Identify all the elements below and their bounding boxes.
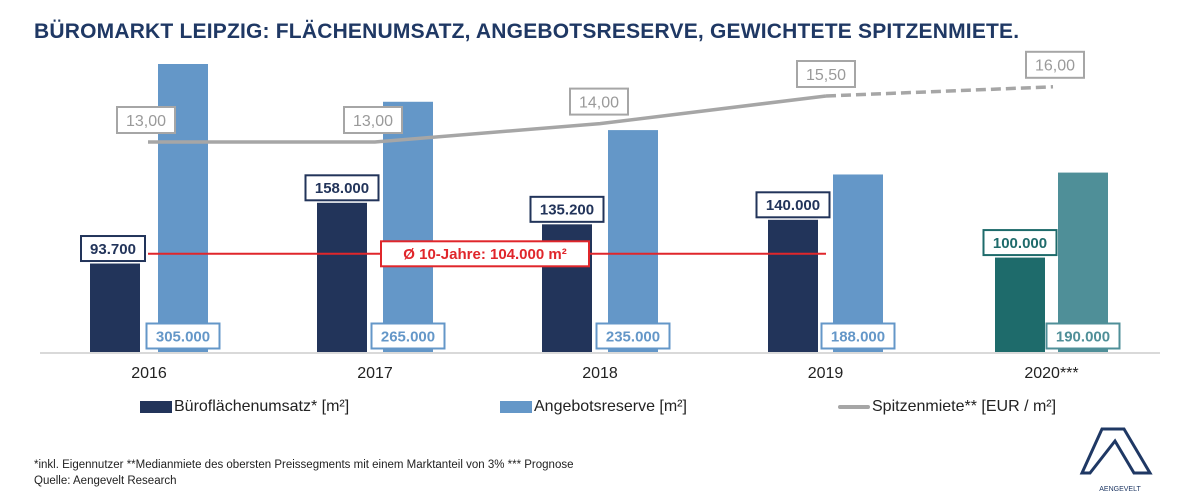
chart-title: BÜROMARKT LEIPZIG: FLÄCHENUMSATZ, ANGEBO…: [34, 20, 1020, 43]
label-angebot-2019-box: [820, 322, 896, 350]
label-angebot-2018: 235.000: [606, 328, 660, 345]
label-miete-2016: 13,00: [126, 113, 166, 130]
bar-umsatz-2020***: [995, 257, 1045, 352]
label-angebot-2018-box: [595, 322, 671, 350]
legend-label-miete: Spitzenmiete** [EUR / m²]: [872, 398, 1057, 415]
label-umsatz-2017-box: [304, 174, 380, 202]
x-tick-label: 2016: [131, 365, 167, 382]
bar-angebot-2017: [383, 101, 433, 352]
bar-angebot-2019: [833, 174, 883, 352]
label-umsatz-2019-box: [755, 191, 831, 219]
line-spitzenmiete: [148, 94, 827, 144]
aengevelt-logo: AENGEVELT: [1079, 427, 1153, 493]
label-umsatz-2017: 158.000: [315, 180, 369, 197]
x-tick-label: 2017: [357, 365, 393, 382]
footnote: *inkl. Eigennutzer **Medianmiete des obe…: [34, 459, 574, 471]
legend-swatch-miete: [838, 405, 870, 409]
label-miete-2019: 15,50: [806, 67, 846, 84]
legend-swatch-umsatz: [140, 401, 172, 413]
source: Quelle: Aengevelt Research: [34, 475, 177, 487]
bar-angebot-2020***: [1058, 172, 1108, 352]
legend-item-angebot: Angebotsreserve [m²]: [500, 398, 687, 416]
label-miete-2020***: 16,00: [1035, 58, 1075, 75]
x-tick-label: 2019: [808, 365, 844, 382]
label-miete-2018-box: [569, 87, 629, 116]
reference-line-label-box: [380, 240, 590, 268]
bar-umsatz-2017: [317, 202, 367, 352]
line-spitzenmiete-forecast: [825, 85, 1054, 98]
label-miete-2018: 14,00: [579, 94, 619, 111]
label-umsatz-2016: 93.700: [90, 241, 136, 258]
chart-canvas: 2016 2017 2018 2019 2020*** Ø 10-Jahre: 104.0…: [40, 50, 1160, 382]
legend-item-umsatz: Büroflächenumsatz* [m²]: [140, 398, 349, 416]
svg-text:AENGEVELT: AENGEVELT: [1099, 486, 1141, 493]
label-miete-2016-box: [116, 106, 176, 134]
label-umsatz-2020***-box: [982, 229, 1058, 257]
label-angebot-2020***-box: [1045, 322, 1121, 350]
x-tick-label: 2020***: [1024, 365, 1078, 382]
label-miete-2017: 13,00: [353, 113, 393, 130]
label-angebot-2016-box: [145, 322, 221, 350]
x-tick-label: 2018: [582, 365, 618, 382]
label-umsatz-2018-box: [529, 195, 605, 223]
reference-line-label: Ø 10-Jahre: 104.000 m²: [403, 246, 566, 263]
bar-angebot-2018: [608, 130, 658, 352]
legend-swatch-angebot: [500, 401, 532, 413]
label-angebot-2017: 265.000: [381, 328, 435, 345]
label-umsatz-2018: 135.200: [540, 202, 594, 219]
legend-label-angebot: Angebotsreserve [m²]: [534, 398, 687, 415]
bar-umsatz-2019: [768, 219, 818, 352]
label-angebot-2020***: 190.000: [1056, 328, 1110, 345]
label-miete-2017-box: [343, 106, 403, 134]
label-umsatz-2019: 140.000: [766, 197, 820, 214]
label-angebot-2019: 188.000: [831, 328, 885, 345]
label-angebot-2016: 305.000: [156, 328, 210, 345]
label-angebot-2017-box: [370, 322, 446, 350]
label-miete-2019-box: [796, 60, 856, 88]
legend-item-miete: Spitzenmiete** [EUR / m²]: [838, 398, 1056, 416]
label-umsatz-2016-box: [80, 235, 146, 263]
label-umsatz-2020***: 100.000: [993, 235, 1047, 252]
bar-umsatz-2016: [90, 263, 140, 352]
legend-label-umsatz: Büroflächenumsatz* [m²]: [174, 398, 350, 415]
label-miete-2020***-box: [1025, 50, 1085, 79]
